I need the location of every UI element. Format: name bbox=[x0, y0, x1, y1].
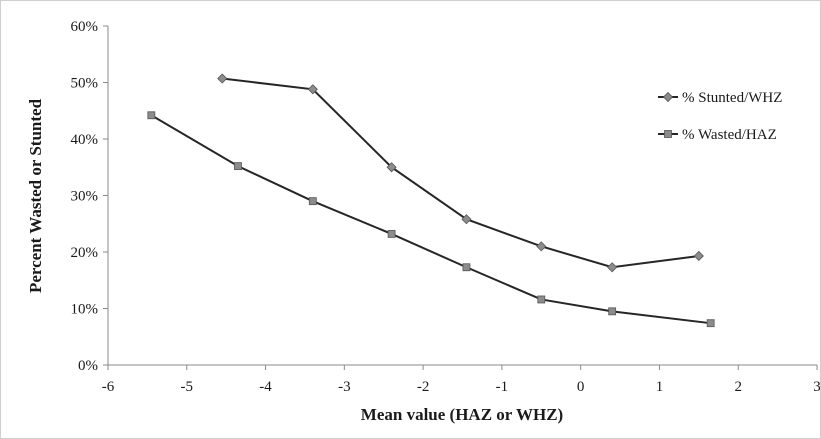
square-marker bbox=[387, 230, 396, 238]
y-tick-label: 10% bbox=[71, 302, 99, 318]
y-tick-label: 40% bbox=[71, 132, 99, 148]
diamond-marker bbox=[386, 162, 397, 173]
x-tick-label: -5 bbox=[181, 379, 194, 395]
series-1 bbox=[217, 73, 704, 273]
square-marker bbox=[234, 162, 242, 171]
x-tick-label: -3 bbox=[338, 379, 351, 395]
axes: 0% 10% 20% 30% 40% 50% 60% -6 -5 -4 -3 -2 -1 0 1 2 3 bbox=[71, 19, 821, 395]
legend-item: % Stunted/WHZ bbox=[658, 90, 782, 106]
square-marker bbox=[537, 295, 546, 304]
diamond-marker bbox=[217, 73, 228, 84]
y-tick-label: 20% bbox=[71, 245, 99, 261]
legend-square-marker bbox=[664, 130, 672, 138]
diamond-marker bbox=[536, 241, 547, 252]
legend-label: % Stunted/WHZ bbox=[682, 90, 782, 106]
y-tick-label: 60% bbox=[71, 19, 99, 35]
series-2 bbox=[147, 111, 715, 328]
y-axis-title: Percent Wasted or Stunted bbox=[26, 98, 45, 293]
series-group bbox=[147, 73, 715, 328]
diamond-marker bbox=[693, 250, 704, 262]
diamond-marker bbox=[307, 84, 318, 95]
x-tick-label: -4 bbox=[259, 379, 272, 395]
square-marker bbox=[706, 319, 715, 328]
square-marker bbox=[608, 307, 617, 316]
series-line bbox=[222, 77, 699, 269]
x-axis-title: Mean value (HAZ or WHZ) bbox=[361, 405, 563, 424]
legend-diamond-marker bbox=[662, 91, 674, 103]
x-tick-label: 0 bbox=[577, 379, 585, 395]
legend: % Stunted/WHZ % Wasted/HAZ bbox=[658, 90, 782, 143]
x-tick-label: 2 bbox=[734, 379, 742, 395]
x-tick-label: 3 bbox=[813, 379, 820, 395]
diamond-marker bbox=[607, 262, 618, 273]
y-tick-label: 30% bbox=[71, 189, 99, 205]
y-tick-label: 0% bbox=[78, 358, 98, 374]
diamond-marker bbox=[461, 214, 472, 225]
x-tick-label: -6 bbox=[102, 379, 115, 395]
square-marker bbox=[308, 197, 317, 206]
square-marker bbox=[462, 263, 471, 272]
square-marker bbox=[147, 111, 156, 120]
legend-item: % Wasted/HAZ bbox=[658, 127, 777, 143]
series-line bbox=[150, 114, 711, 325]
x-tick-label: 1 bbox=[656, 379, 664, 395]
x-tick-label: -1 bbox=[496, 379, 509, 395]
y-tick-label: 50% bbox=[71, 76, 99, 92]
legend-label: % Wasted/HAZ bbox=[682, 127, 777, 143]
x-tick-label: -2 bbox=[417, 379, 430, 395]
